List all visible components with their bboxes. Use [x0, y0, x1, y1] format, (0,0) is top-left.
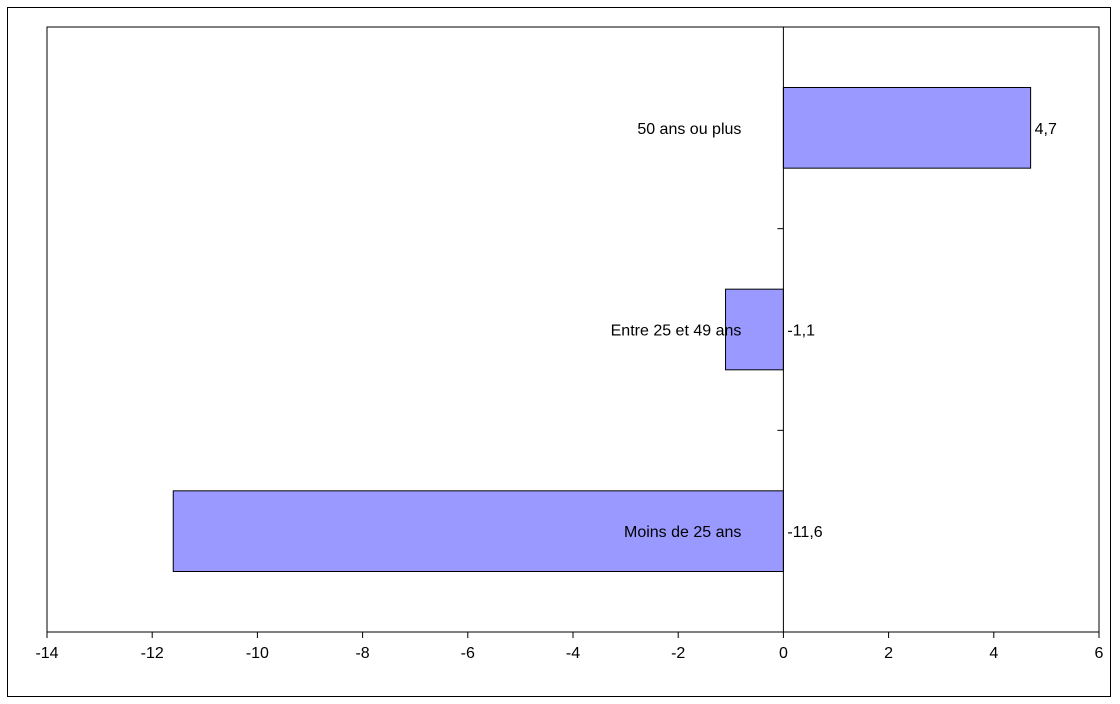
category-label: Moins de 25 ans: [624, 524, 741, 541]
x-tick-label: -8: [355, 645, 369, 662]
x-tick-label: -12: [141, 645, 164, 662]
x-tick-label: -10: [246, 645, 269, 662]
x-tick-label: 2: [884, 645, 893, 662]
x-tick-label: 6: [1095, 645, 1104, 662]
x-tick-label: 4: [989, 645, 998, 662]
bar: [782, 87, 1032, 169]
x-tick-label: -14: [35, 645, 58, 662]
x-tick-label: -6: [461, 645, 475, 662]
category-label: Entre 25 et 49 ans: [611, 323, 742, 340]
x-tick-label: -2: [671, 645, 685, 662]
x-tick-label: 0: [779, 645, 788, 662]
category-label: 50 ans ou plus: [637, 121, 741, 138]
data-label: -1,1: [787, 323, 815, 340]
bar: [172, 490, 784, 573]
data-label: 4,7: [1035, 121, 1057, 138]
x-tick-label: -4: [566, 645, 580, 662]
data-label: -11,6: [787, 524, 822, 541]
bar: [725, 288, 784, 371]
